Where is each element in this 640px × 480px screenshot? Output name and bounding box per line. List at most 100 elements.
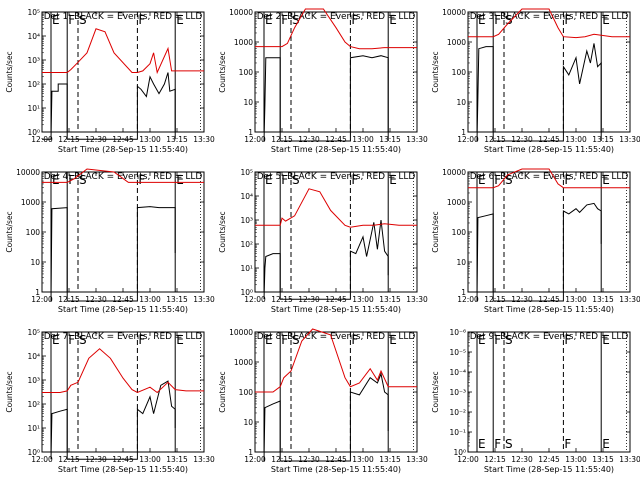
- marker-label: F: [494, 333, 501, 347]
- y-tick-label: 100: [452, 68, 467, 77]
- y-tick-label: 1000: [447, 38, 466, 47]
- series-events-line: [50, 380, 176, 460]
- y-tick-label: 10²: [240, 240, 253, 249]
- panel-title: Det 4: BLACK = Events, RED = LLD: [44, 172, 203, 182]
- series-lld-line: [468, 8, 630, 39]
- x-tick-label: 12:00: [457, 295, 479, 304]
- x-axis-label: Start Time (28-Sep-15 11:55:40): [271, 145, 401, 154]
- y-tick-label: 10⁰: [453, 448, 466, 457]
- y-tick-label: 10⁻³: [449, 388, 466, 397]
- marker-label: S: [79, 333, 87, 347]
- y-tick-label: 100: [452, 228, 467, 237]
- series-lld-line: [255, 328, 417, 393]
- panel-4: 1 10 100 1000 10000 12:00 12:15 12:30 12:45 13:00…: [5, 168, 215, 314]
- y-tick-label: 10⁵: [27, 328, 40, 337]
- marker-label: E: [176, 173, 184, 187]
- marker-label: E: [602, 333, 610, 347]
- x-tick-label: 13:00: [352, 295, 374, 304]
- panel-6: 1 10 100 1000 10000 12:00 12:15 12:30 12:45 13:00…: [431, 168, 640, 314]
- x-tick-label: 13:15: [379, 455, 401, 464]
- x-tick-label: 13:15: [166, 135, 188, 144]
- y-tick-label: 10000: [16, 168, 40, 177]
- marker-label: E: [265, 333, 273, 347]
- x-tick-label: 12:15: [271, 455, 293, 464]
- panel-3: 1 10 100 1000 10000 12:00 12:15 12:30 12:45 13:00…: [431, 8, 640, 154]
- panel-9: 10⁰ 10⁻¹ 10⁻² 10⁻³ 10⁻⁴ 10⁻⁵ 10⁻⁶ 12:00 12:15 12:…: [431, 328, 640, 474]
- x-tick-label: 13:15: [379, 135, 401, 144]
- marker-label: F: [494, 13, 501, 27]
- y-tick-label: 1000: [234, 38, 253, 47]
- y-tick-label: 10⁻⁵: [449, 348, 466, 357]
- x-tick-label: 13:00: [565, 295, 587, 304]
- y-tick-label: 10³: [27, 376, 40, 385]
- marker-label: F: [564, 173, 571, 187]
- x-tick-label: 12:00: [457, 455, 479, 464]
- x-tick-label: 12:15: [271, 135, 293, 144]
- x-tick-label: 12:45: [538, 135, 560, 144]
- y-tick-label: 10⁴: [27, 352, 40, 361]
- y-tick-label: 10¹: [27, 104, 40, 113]
- y-tick-label: 10²: [27, 400, 40, 409]
- panel-8: 1 10 100 1000 10000 12:00 12:15 12:30 12:45 13:00…: [218, 328, 428, 474]
- x-axis-label: Start Time (28-Sep-15 11:55:40): [271, 305, 401, 314]
- series-events-line: [263, 219, 389, 300]
- y-tick-label: 10⁻⁶: [449, 328, 466, 337]
- marker-label: S: [505, 173, 513, 187]
- marker-label: S: [505, 13, 513, 27]
- marker-label: E: [478, 333, 486, 347]
- x-tick-label: 13:30: [619, 295, 640, 304]
- y-tick-label: 10: [456, 258, 466, 267]
- x-tick-label: 12:00: [244, 295, 266, 304]
- marker-label: E: [602, 13, 610, 27]
- marker-label: F: [494, 173, 501, 187]
- y-tick-label: 10000: [229, 8, 253, 17]
- plot-frame: [467, 171, 631, 293]
- x-tick-label: 13:30: [406, 295, 428, 304]
- marker-label: E: [52, 173, 60, 187]
- panel-title: Det 8: BLACK = Events, RED = LLD: [257, 332, 416, 342]
- y-tick-label: 10¹: [27, 424, 40, 433]
- x-tick-label: 12:00: [244, 135, 266, 144]
- marker-label: S: [292, 13, 300, 27]
- y-tick-label: 10⁵: [27, 8, 40, 17]
- panel-title: Det 1: BLACK = Events, RED = LLD: [44, 12, 203, 22]
- y-tick-label: 100: [239, 68, 254, 77]
- marker-label: E: [389, 333, 397, 347]
- marker-label: F: [281, 13, 288, 27]
- x-axis-label: Start Time (28-Sep-15 11:55:40): [58, 305, 188, 314]
- x-tick-label: 12:45: [325, 455, 347, 464]
- y-axis-label: Counts/sec: [431, 211, 440, 252]
- marker-label: E: [52, 13, 60, 27]
- y-tick-label: 10⁻¹: [449, 428, 466, 437]
- y-axis-label: Counts/sec: [5, 211, 14, 252]
- y-tick-label: 1: [35, 288, 40, 297]
- marker-label: F: [138, 333, 145, 347]
- y-tick-label: 10: [243, 418, 253, 427]
- x-tick-label: 13:00: [139, 295, 161, 304]
- y-axis-label: Counts/sec: [218, 211, 227, 252]
- x-tick-label: 12:45: [112, 295, 134, 304]
- x-tick-label: 13:30: [406, 135, 428, 144]
- x-tick-label: 13:15: [379, 295, 401, 304]
- marker-label: S: [79, 13, 87, 27]
- x-tick-label: 12:45: [325, 135, 347, 144]
- series-events-line: [476, 202, 602, 302]
- series-lld-line: [42, 28, 204, 75]
- marker-label: S: [292, 333, 300, 347]
- y-tick-label: 1: [461, 128, 466, 137]
- x-tick-label: 12:15: [484, 455, 506, 464]
- y-axis-label: Counts/sec: [431, 51, 440, 92]
- series-events-line: [263, 55, 389, 142]
- y-tick-label: 10⁵: [240, 168, 253, 177]
- plot-frame: [41, 331, 205, 453]
- marker-label: S: [292, 173, 300, 187]
- series-events-line: [42, 72, 176, 140]
- series-lld-line: [468, 168, 630, 189]
- x-tick-label: 13:30: [406, 455, 428, 464]
- x-tick-label: 12:30: [511, 135, 533, 144]
- y-tick-label: 1: [248, 128, 253, 137]
- marker-label: F: [351, 333, 358, 347]
- marker-label: E: [478, 437, 486, 451]
- marker-label: E: [176, 13, 184, 27]
